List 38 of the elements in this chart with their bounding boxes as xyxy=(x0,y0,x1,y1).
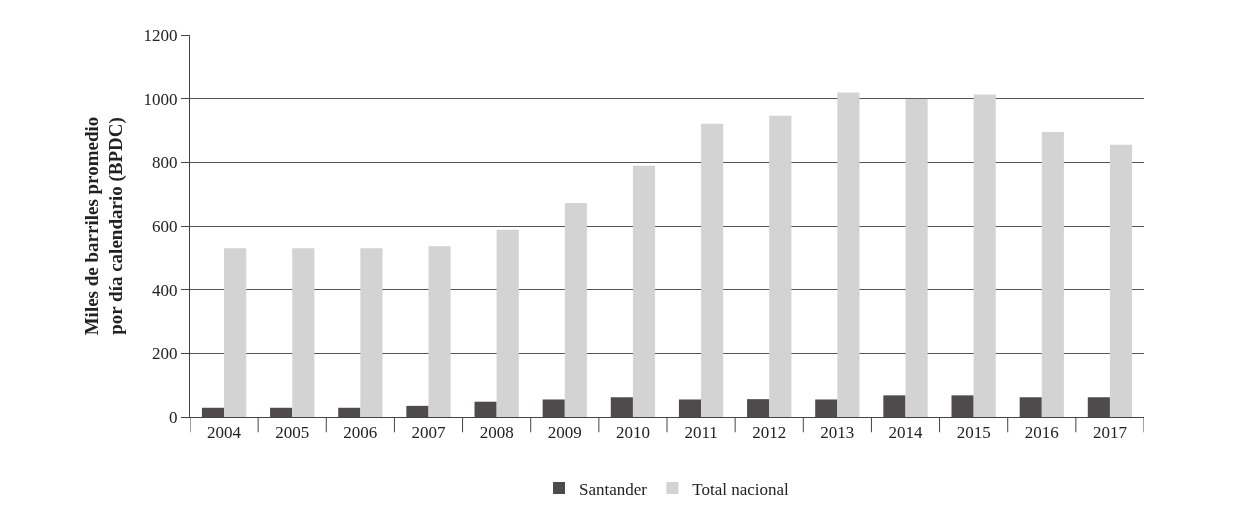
y-tick-label: 600 xyxy=(152,216,178,236)
y-tick-label: 0 xyxy=(169,407,178,427)
bar xyxy=(224,248,247,417)
x-tick-label: 2010 xyxy=(615,423,650,443)
x-tick-label: 2007 xyxy=(411,423,446,443)
bar xyxy=(769,115,792,417)
x-tick-label: 2008 xyxy=(479,423,514,443)
y-tick-label: 200 xyxy=(152,344,178,364)
x-tick-label: 2016 xyxy=(1024,423,1059,443)
y-tick-label: 800 xyxy=(152,153,178,173)
x-tick-label: 2004 xyxy=(207,423,242,443)
y-tick-label: 1000 xyxy=(143,89,178,109)
y-tick-label: 400 xyxy=(152,280,178,300)
bar xyxy=(564,203,587,417)
bar xyxy=(496,229,519,417)
x-tick-label: 2017 xyxy=(1092,423,1128,443)
bar xyxy=(1041,132,1064,417)
x-tick-label: 2009 xyxy=(547,423,582,443)
bar xyxy=(292,248,315,417)
bar xyxy=(360,248,383,417)
x-tick-label: 2015 xyxy=(956,423,991,443)
legend-label: Santander xyxy=(579,479,648,499)
bar xyxy=(428,246,451,417)
bar xyxy=(1109,144,1133,417)
bar xyxy=(701,123,724,417)
legend-label: Total nacional xyxy=(692,479,790,499)
x-tick-label: 2005 xyxy=(275,423,310,443)
x-tick-label: 2014 xyxy=(888,423,923,443)
x-tick-label: 2012 xyxy=(752,423,787,443)
y-tick-label: 1200 xyxy=(143,25,178,45)
bar xyxy=(973,94,996,417)
bar xyxy=(837,92,860,417)
x-tick-label: 2013 xyxy=(820,423,855,443)
y-axis-title: Miles de barriles promedio por día calendario (BPDC) xyxy=(80,116,128,336)
x-tick-label: 2006 xyxy=(343,423,378,443)
bar xyxy=(905,98,928,417)
bar xyxy=(632,165,656,417)
x-tick-label: 2011 xyxy=(684,423,718,443)
